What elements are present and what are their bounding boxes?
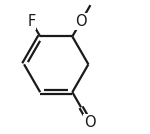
Text: O: O <box>84 115 96 130</box>
Text: O: O <box>75 14 87 29</box>
Text: F: F <box>27 14 36 29</box>
